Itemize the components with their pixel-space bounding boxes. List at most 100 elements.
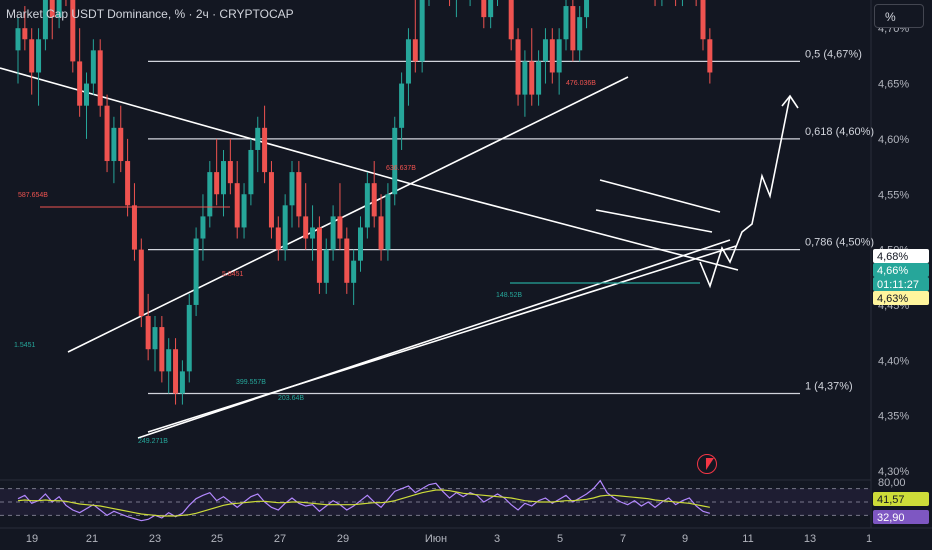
price-tag-1 bbox=[873, 263, 929, 277]
candle-down bbox=[262, 127, 268, 173]
candle-up bbox=[563, 6, 569, 40]
candle-up bbox=[56, 0, 62, 18]
candle-down bbox=[159, 327, 165, 372]
rsi-tag-label-1: 32,90 bbox=[877, 512, 905, 524]
candle-down bbox=[125, 161, 131, 206]
y-tick-label-13: 4,40% bbox=[878, 355, 909, 367]
y-tick-label-14: 4,35% bbox=[878, 411, 909, 423]
candle-up bbox=[152, 327, 158, 350]
candles-layer bbox=[15, 0, 713, 405]
rsi-line bbox=[17, 479, 711, 522]
price-tag-0 bbox=[873, 249, 929, 263]
rsi-band bbox=[0, 488, 870, 516]
candle-down bbox=[268, 172, 274, 228]
trend-line-4 bbox=[147, 245, 737, 433]
chart-note-1: 636.637B bbox=[386, 165, 416, 172]
candle-down bbox=[296, 172, 302, 217]
candle-down bbox=[104, 105, 110, 162]
rsi-ma-line bbox=[17, 489, 710, 517]
fib-level-label-6: 1 (4,37%) bbox=[805, 381, 853, 393]
y-tick-label-15: 4,30% bbox=[878, 466, 909, 478]
lightning-bolt-icon[interactable] bbox=[697, 454, 717, 474]
x-tick-label-11: 11 bbox=[742, 533, 753, 545]
candle-up bbox=[111, 127, 117, 162]
candle-down bbox=[508, 0, 514, 40]
trend-line-5 bbox=[599, 179, 721, 213]
candle-up bbox=[536, 61, 542, 95]
chart-note-4: 1.5451 bbox=[14, 342, 36, 349]
y-tick-label-8: 4,65% bbox=[878, 79, 909, 91]
forecast-path bbox=[699, 95, 791, 289]
candle-down bbox=[49, 0, 55, 18]
candle-up bbox=[200, 216, 206, 239]
candle-down bbox=[344, 238, 350, 283]
x-tick-label-0: 19 bbox=[26, 533, 38, 545]
candle-up bbox=[522, 61, 528, 95]
x-tick-label-5: 29 bbox=[337, 533, 349, 545]
candle-down bbox=[549, 39, 555, 73]
candle-down bbox=[214, 172, 220, 195]
rsi-tag-0 bbox=[873, 492, 929, 506]
candle-up bbox=[282, 205, 288, 250]
price-tag-3 bbox=[873, 291, 929, 305]
chart-title: Market Cap USDT Dominance, % · 2ч · CRYP… bbox=[6, 7, 294, 21]
x-tick-label-2: 23 bbox=[149, 533, 161, 545]
chart-note-7: 148.52B bbox=[496, 292, 522, 299]
fib-level-label-5: 0,786 (4,50%) bbox=[805, 237, 874, 249]
rsi-tag-1 bbox=[873, 510, 929, 524]
x-tick-label-12: 13 bbox=[804, 533, 816, 545]
candle-up bbox=[542, 39, 548, 62]
trend-line-3 bbox=[137, 239, 731, 439]
percent-scale-button[interactable]: % bbox=[874, 4, 924, 28]
x-tick-label-10: 9 bbox=[682, 533, 688, 545]
candle-up bbox=[419, 0, 425, 62]
x-tick-label-8: 5 bbox=[557, 533, 563, 545]
candle-up bbox=[42, 0, 48, 40]
candle-down bbox=[412, 39, 418, 62]
candle-up bbox=[364, 183, 370, 228]
candle-down bbox=[371, 183, 377, 217]
candle-down bbox=[700, 0, 706, 40]
trend-line-6 bbox=[595, 209, 713, 233]
candle-up bbox=[36, 39, 42, 73]
candle-up bbox=[399, 83, 405, 128]
time-axis[interactable]: 19 21 23 25 27 29 Июн 3 5 7 9 11 13 1 bbox=[0, 527, 932, 545]
x-tick-label-3: 25 bbox=[211, 533, 223, 545]
rsi-tag-label-0: 41,57 bbox=[877, 494, 905, 506]
trend-line-0 bbox=[0, 67, 416, 186]
fib-level-label-3: 0,5 (4,67%) bbox=[805, 48, 862, 60]
x-tick-label-9: 7 bbox=[620, 533, 626, 545]
candle-up bbox=[584, 0, 590, 18]
price-tag-label-0: 4,68% bbox=[877, 251, 908, 263]
candle-down bbox=[316, 227, 322, 283]
fib-labels-layer: 0 (4,98%)0,236 (4,83%)0,382 (4,74%)0,5 (… bbox=[805, 48, 874, 393]
candle-up bbox=[392, 127, 398, 195]
price-tag-label-2: 01:11:27 bbox=[877, 279, 919, 291]
fib-level-label-4: 0,618 (4,60%) bbox=[805, 126, 874, 138]
candle-down bbox=[570, 6, 576, 51]
candle-down bbox=[275, 227, 281, 250]
candle-down bbox=[29, 39, 35, 73]
candle-up bbox=[90, 50, 96, 84]
candle-up bbox=[351, 260, 357, 283]
chart-note-5: 399.557B bbox=[236, 379, 266, 386]
x-tick-label-7: 3 bbox=[494, 533, 500, 545]
candle-down bbox=[707, 39, 713, 73]
x-tick-label-6: Июн bbox=[425, 533, 447, 545]
x-tick-label-13: 1 bbox=[866, 533, 872, 545]
candle-up bbox=[193, 238, 199, 305]
candle-down bbox=[337, 216, 343, 239]
candle-up bbox=[166, 349, 172, 372]
candle-up bbox=[323, 249, 329, 283]
price-tag-2 bbox=[873, 277, 929, 291]
candle-down bbox=[22, 28, 28, 40]
price-axis[interactable]: 5,05%5,00%4,95%4,90%4,85%4,80%4,75%4,70%… bbox=[870, 0, 929, 528]
chart-note-8: 249.271B bbox=[138, 438, 168, 445]
x-tick-label-1: 21 bbox=[86, 533, 98, 545]
candle-down bbox=[77, 61, 83, 106]
candle-up bbox=[186, 304, 192, 372]
drawings-layer bbox=[0, 60, 800, 439]
x-tick-label-4: 27 bbox=[274, 533, 286, 545]
candle-down bbox=[234, 183, 240, 228]
